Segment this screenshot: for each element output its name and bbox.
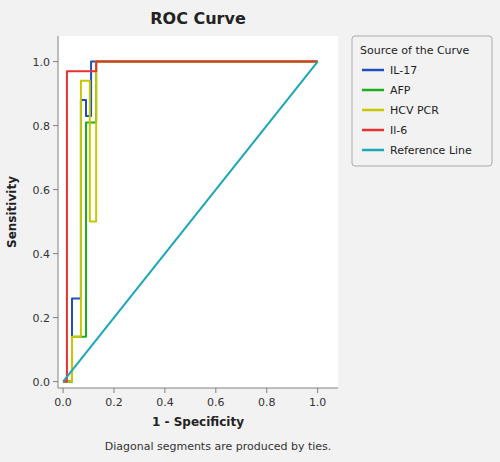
x-tick: [63, 388, 64, 393]
y-tick-label: 0.6: [33, 184, 51, 197]
series-line: [63, 62, 318, 382]
y-tick-label: 0.2: [33, 312, 51, 325]
y-tick-label: 0.4: [33, 248, 51, 261]
legend-label: Reference Line: [390, 144, 472, 157]
y-tick: [53, 61, 58, 62]
y-tick: [53, 125, 58, 126]
y-axis-label: Sensitivity: [5, 176, 19, 248]
legend-box: [352, 36, 492, 166]
legend-label: IL-17: [390, 64, 417, 77]
x-tick: [114, 388, 115, 393]
y-tick-label: 1.0: [33, 56, 51, 69]
y-tick-label: 0.8: [33, 120, 51, 133]
x-tick-label: 0.6: [207, 396, 225, 409]
legend-swatch: [362, 69, 384, 72]
x-tick-label: 0.0: [54, 396, 72, 409]
series-group: [63, 62, 318, 382]
y-axis: [58, 36, 59, 388]
y-tick: [53, 317, 58, 318]
y-tick: [53, 381, 58, 382]
x-tick: [266, 388, 267, 393]
x-axis-label: 1 - Specificity: [152, 415, 244, 429]
x-tick: [317, 388, 318, 393]
x-tick-label: 0.2: [105, 396, 123, 409]
legend-label: HCV PCR: [390, 104, 439, 117]
series-line: [63, 62, 318, 382]
legend-title: Source of the Curve: [360, 44, 470, 57]
x-tick-label: 0.8: [258, 396, 276, 409]
series-line: [63, 62, 318, 382]
legend-swatch: [362, 109, 384, 112]
annotation: Diagonal segments are produced by ties.: [105, 440, 332, 453]
y-tick: [53, 253, 58, 254]
legend-swatch: [362, 149, 384, 152]
legend: Source of the Curve IL-17 AFP HCV PCR Il-6 Re…: [352, 36, 492, 166]
y-tick-label: 0.0: [33, 376, 51, 389]
x-tick: [215, 388, 216, 393]
title: ROC Curve: [150, 9, 246, 28]
chart: 0.0 0.2 0.4 0.6 0.8 1.0 0.0 0.2 0.4 0.6 0.8 1.0 ROC …: [0, 0, 500, 462]
legend-swatch: [362, 129, 384, 132]
x-tick-label: 1.0: [309, 396, 327, 409]
x-tick-label: 0.4: [156, 396, 174, 409]
series-line: [63, 62, 318, 382]
x-tick: [164, 388, 165, 393]
legend-label: AFP: [390, 84, 411, 97]
legend-swatch: [362, 89, 384, 92]
y-tick: [53, 189, 58, 190]
series-line: [63, 62, 318, 382]
plot-area: [58, 36, 338, 388]
x-axis: [58, 388, 338, 389]
legend-label: Il-6: [390, 124, 407, 137]
